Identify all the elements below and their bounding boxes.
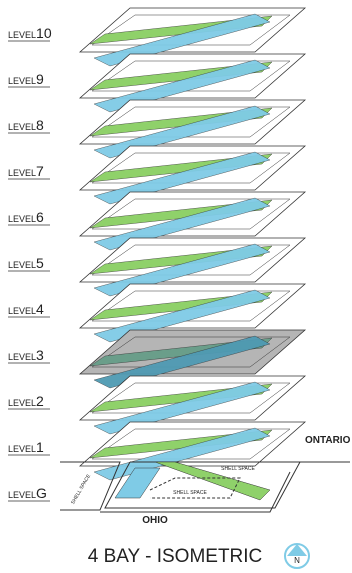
level-prefix: LEVEL [8,30,36,40]
level-number: 2 [36,393,44,409]
street-label: OHIO [142,515,168,526]
shell-space-label: SHELL SPACE [173,490,207,496]
level-prefix: LEVEL [8,260,36,270]
level-number: 8 [36,117,44,133]
level-prefix: LEVEL [8,398,36,408]
level-prefix: LEVEL [8,306,36,316]
level-number: G [36,485,47,501]
level-prefix: LEVEL [8,352,36,362]
title: 4 BAY - ISOMETRIC [88,546,263,567]
level-number: 9 [36,71,44,87]
level-number: 3 [36,347,44,363]
level-prefix: LEVEL [8,76,36,86]
level-prefix: LEVEL [8,444,36,454]
street-label: ONTARIO [305,435,351,446]
level-prefix: LEVEL [8,490,36,500]
level-number: 10 [36,25,52,41]
north-label: N [294,556,300,565]
level-number: 7 [36,163,44,179]
level-number: 4 [36,301,44,317]
diagram: SHELL SPACE SHELL SPACE SHELL SPACE ONTA… [0,0,352,573]
level-number: 6 [36,209,44,225]
level-number: 5 [36,255,44,271]
shell-space-label: SHELL SPACE [221,466,255,472]
level-prefix: LEVEL [8,168,36,178]
level-number: 1 [36,439,44,455]
level-prefix: LEVEL [8,122,36,132]
level-prefix: LEVEL [8,214,36,224]
